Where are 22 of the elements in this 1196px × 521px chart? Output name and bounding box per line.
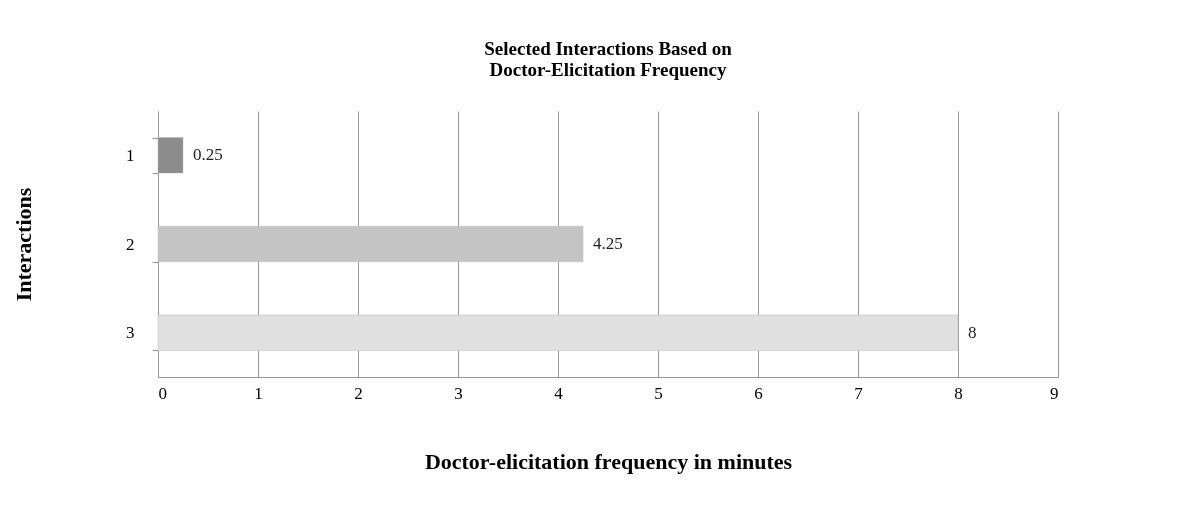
x-tick-label: 8: [954, 383, 963, 403]
x-tick-label: 0: [158, 383, 167, 403]
x-tick-label: 2: [354, 383, 363, 403]
x-tick-label: 4: [554, 383, 564, 403]
bar: [157, 226, 584, 262]
x-tick-label: 3: [454, 383, 463, 403]
x-tick-label: 5: [654, 383, 663, 403]
data-label: 8: [968, 322, 977, 342]
x-tick-label: 6: [754, 383, 763, 403]
x-axis-title: Doctor-elicitation frequency in minutes: [424, 448, 793, 474]
x-tick-label: 9: [1050, 383, 1059, 403]
x-tick-label: 1: [254, 383, 263, 403]
x-tick-label: 7: [854, 383, 864, 403]
y-axis-title: Interactions: [11, 187, 36, 302]
data-label: 0.25: [193, 145, 223, 165]
y-tick-label: 1: [126, 145, 135, 165]
bar: [157, 137, 184, 174]
y-tick-label: 2: [126, 234, 135, 254]
bar: [157, 314, 959, 351]
y-tick-label: 3: [126, 323, 135, 343]
data-label: 4.25: [593, 234, 623, 253]
chart-title: Selected Interactions Based on Doctor-Elicitation Frequency: [484, 38, 733, 80]
